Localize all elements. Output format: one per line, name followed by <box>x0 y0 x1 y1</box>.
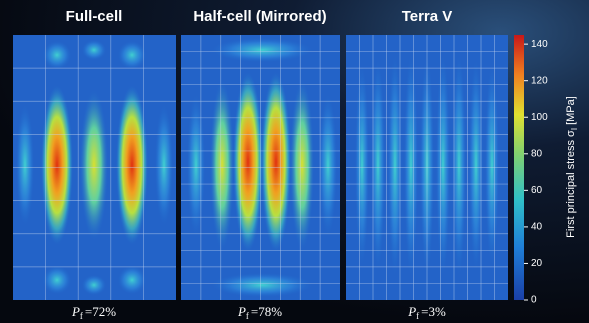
stress-region <box>290 80 314 250</box>
stress-region <box>436 55 450 275</box>
colorbar-label: First principal stress σI [MPa] <box>565 96 579 238</box>
pf-symbol: P <box>237 304 246 319</box>
stress-region <box>210 80 234 250</box>
pf-symbol: P <box>407 304 416 319</box>
colorbar-tick-label: 60 <box>531 185 543 196</box>
label-text: First principal stress σ <box>565 130 577 238</box>
stress-region <box>388 55 402 275</box>
label-unit: [MPa] <box>565 96 577 125</box>
colorbar-tick-label: 0 <box>531 295 537 306</box>
pf-sub: f <box>246 311 249 321</box>
stress-region <box>485 65 499 265</box>
colorbar-tick-label: 20 <box>531 258 543 269</box>
colorbar-tick-label: 120 <box>531 75 548 86</box>
stress-region <box>212 273 312 297</box>
label-sub: I <box>570 128 579 130</box>
colorbar-tick-label: 140 <box>531 39 548 50</box>
stress-region <box>261 72 291 252</box>
stress-region <box>155 105 173 225</box>
stress-region <box>355 65 369 265</box>
stress-region <box>452 55 466 275</box>
stress-region <box>233 72 263 252</box>
stress-region <box>41 85 73 245</box>
colorbar <box>514 35 524 300</box>
pf-text: =72% <box>85 304 116 319</box>
failure-prob: Pf =3% <box>407 304 446 321</box>
colorbar-tick-label: 80 <box>531 148 543 159</box>
stress-region <box>404 55 418 275</box>
pf-sub: f <box>80 311 83 321</box>
stress-region <box>80 90 108 240</box>
colorbar-tick-label: 100 <box>531 112 548 123</box>
pf-text: =78% <box>251 304 282 319</box>
stress-region <box>212 38 312 62</box>
failure-prob: Pf =72% <box>71 304 116 321</box>
stress-region <box>82 40 106 60</box>
stress-region <box>43 41 71 69</box>
colorbar-tick-label: 40 <box>531 222 543 233</box>
panel-title: Full-cell <box>66 8 123 25</box>
pf-sub: f <box>416 311 419 321</box>
stress-region <box>319 95 337 235</box>
failure-prob: Pf =78% <box>237 304 282 321</box>
pf-text: =3% <box>421 304 446 319</box>
stress-region <box>16 105 34 225</box>
stress-region <box>116 85 148 245</box>
panel-title: Terra V <box>402 8 453 25</box>
stress-region <box>118 266 146 294</box>
stress-region <box>187 95 205 235</box>
stress-region <box>118 41 146 69</box>
pf-symbol: P <box>71 304 80 319</box>
stress-region <box>43 266 71 294</box>
stress-region <box>82 275 106 295</box>
panel-title: Half-cell (Mirrored) <box>193 8 326 25</box>
